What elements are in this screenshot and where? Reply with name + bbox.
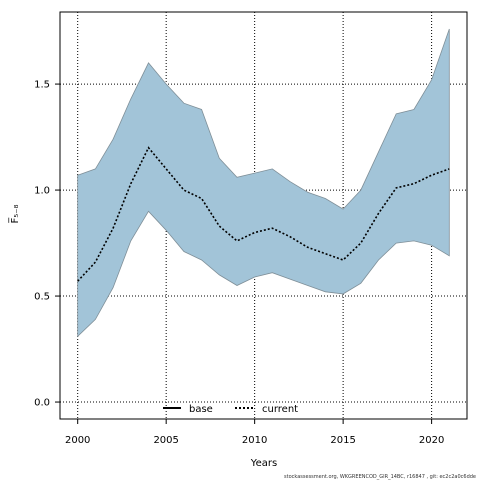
- x-axis-title: Years: [250, 458, 277, 469]
- plot-frame: [59, 11, 468, 420]
- y-axis: 0.0 0.5 1.0 1.5: [34, 80, 60, 409]
- footer-note: stockassessment.org, WKGREENCOD_GIR_14BC…: [284, 474, 476, 480]
- x-tick-label: 2000: [65, 435, 90, 446]
- x-tick-label: 2015: [330, 435, 355, 446]
- y-tick-label: 0.5: [34, 292, 50, 303]
- x-tick-label: 2010: [242, 435, 267, 446]
- legend-label-current: current: [262, 404, 298, 415]
- legend-label-base: base: [189, 404, 213, 415]
- x-axis: 2000 2005 2010 2015 2020: [65, 419, 444, 446]
- x-tick-label: 2020: [419, 435, 444, 446]
- x-tick-label: 2005: [153, 435, 178, 446]
- confidence-band: [77, 28, 450, 338]
- y-axis-title: F̅₅₋₈: [8, 204, 21, 223]
- y-tick-label: 1.5: [34, 80, 50, 91]
- y-tick-label: 0.0: [34, 398, 50, 409]
- legend: base current: [163, 404, 298, 415]
- series-current-line: [77, 146, 450, 282]
- y-tick-label: 1.0: [34, 186, 50, 197]
